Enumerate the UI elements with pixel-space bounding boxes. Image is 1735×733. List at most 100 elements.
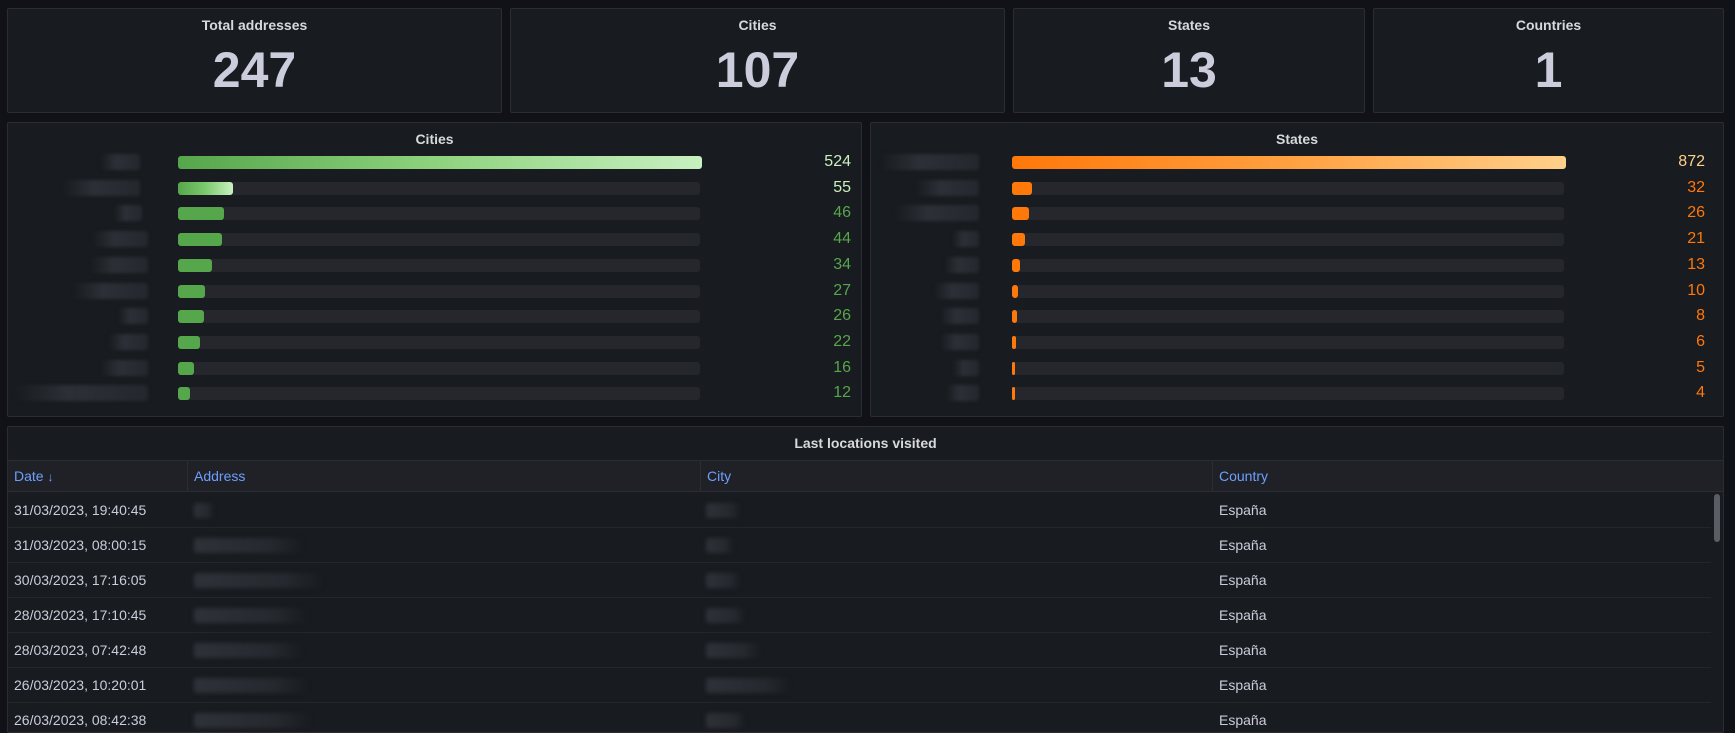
cell-city-redacted bbox=[706, 713, 746, 728]
cities-bar-panel: Cities 524 55 46 44 34 27 26 22 16 12 bbox=[7, 122, 862, 417]
cell-date: 28/03/2023, 17:10:45 bbox=[14, 607, 147, 623]
redacted-label bbox=[934, 282, 979, 299]
bar-track bbox=[178, 387, 700, 401]
bar-value: 34 bbox=[833, 255, 851, 273]
bar-fill bbox=[1012, 387, 1015, 401]
bar-row: 4 bbox=[871, 384, 1723, 402]
table-row[interactable]: 26/03/2023, 10:20:01 España bbox=[8, 668, 1711, 703]
panel-title: Countries bbox=[1515, 17, 1582, 33]
bar-track bbox=[1012, 310, 1564, 324]
bar-fill bbox=[178, 387, 190, 401]
bar-track bbox=[178, 181, 700, 195]
cell-date: 26/03/2023, 08:42:38 bbox=[14, 712, 147, 728]
bar-value: 44 bbox=[833, 230, 851, 248]
cell-city-redacted bbox=[706, 538, 734, 553]
bar-value: 524 bbox=[824, 153, 851, 170]
bar-fill bbox=[178, 233, 222, 247]
table-row[interactable]: 30/03/2023, 17:16:05 España bbox=[8, 563, 1711, 598]
bar-fill bbox=[178, 310, 204, 324]
cell-country: España bbox=[1219, 537, 1267, 553]
bar-track bbox=[1012, 258, 1564, 272]
redacted-label bbox=[62, 179, 140, 196]
redacted-label bbox=[944, 256, 979, 273]
bar-fill bbox=[1012, 361, 1016, 375]
bar-row: 16 bbox=[8, 359, 861, 377]
column-header-country[interactable]: Country bbox=[1219, 468, 1269, 484]
bar-fill bbox=[178, 361, 194, 375]
column-header-address[interactable]: Address bbox=[188, 461, 701, 492]
panel-title: Cities bbox=[415, 131, 454, 147]
redacted-label bbox=[953, 359, 979, 376]
column-header-city[interactable]: City bbox=[701, 461, 1213, 492]
redacted-label bbox=[940, 308, 979, 325]
cell-date: 28/03/2023, 07:42:48 bbox=[14, 642, 147, 658]
cell-city-redacted bbox=[706, 678, 791, 693]
bar-track bbox=[1012, 207, 1564, 221]
cell-city-redacted bbox=[706, 573, 741, 588]
bar-track bbox=[178, 207, 700, 221]
table-row[interactable]: 31/03/2023, 08:00:15 España bbox=[8, 528, 1711, 563]
bar-value: 13 bbox=[1687, 255, 1705, 273]
bar-track bbox=[178, 233, 700, 247]
redacted-label bbox=[100, 359, 148, 376]
cell-date: 30/03/2023, 17:16:05 bbox=[14, 572, 147, 588]
bar-track bbox=[1012, 335, 1564, 349]
bar-fill bbox=[178, 156, 702, 169]
bar-row: 27 bbox=[8, 282, 861, 300]
bar-fill bbox=[178, 181, 233, 195]
table-row[interactable]: 28/03/2023, 07:42:48 España bbox=[8, 633, 1711, 668]
bar-value: 46 bbox=[833, 204, 851, 222]
panel-title: Last locations visited bbox=[794, 435, 937, 451]
bar-value: 8 bbox=[1696, 307, 1705, 325]
bar-row: 872 bbox=[871, 153, 1723, 171]
bar-track bbox=[1012, 284, 1564, 298]
bar-value: 5 bbox=[1696, 358, 1705, 376]
last-locations-table-panel: Last locations visited Date ↓ Address Ci… bbox=[7, 426, 1724, 733]
bar-row: 13 bbox=[871, 256, 1723, 274]
cell-address-redacted bbox=[194, 608, 309, 623]
redacted-label bbox=[14, 385, 148, 402]
table-header: Date ↓ Address City Country bbox=[8, 460, 1723, 492]
cell-address-redacted bbox=[194, 643, 304, 658]
bar-fill bbox=[1012, 156, 1566, 169]
bar-row: 21 bbox=[871, 230, 1723, 248]
redacted-label bbox=[940, 333, 979, 350]
bar-value: 6 bbox=[1696, 332, 1705, 350]
cell-address-redacted bbox=[194, 678, 309, 693]
cell-address-redacted bbox=[194, 503, 214, 518]
bar-row: 12 bbox=[8, 384, 861, 402]
bar-track bbox=[178, 310, 700, 324]
cell-country: España bbox=[1219, 712, 1267, 728]
bar-row: 8 bbox=[871, 307, 1723, 325]
bar-row: 32 bbox=[871, 179, 1723, 197]
stat-panel-total-addresses: Total addresses 247 bbox=[7, 8, 502, 113]
table-row[interactable]: 28/03/2023, 17:10:45 España bbox=[8, 598, 1711, 633]
bar-fill bbox=[178, 258, 212, 272]
bar-row: 34 bbox=[8, 256, 861, 274]
bar-fill bbox=[1012, 258, 1021, 272]
stat-panel-countries: Countries 1 bbox=[1373, 8, 1724, 113]
bar-track bbox=[178, 156, 702, 169]
redacted-label bbox=[92, 231, 148, 248]
redacted-label bbox=[915, 179, 979, 196]
column-header-date[interactable]: Date ↓ bbox=[8, 461, 188, 492]
bar-track bbox=[1012, 361, 1564, 375]
stat-panel-states: States 13 bbox=[1013, 8, 1365, 113]
bar-row: 22 bbox=[8, 333, 861, 351]
bar-value: 16 bbox=[833, 358, 851, 376]
bar-row: 5 bbox=[871, 359, 1723, 377]
table-row[interactable]: 31/03/2023, 19:40:45 España bbox=[8, 493, 1711, 528]
bar-fill bbox=[1012, 284, 1019, 298]
table-scrollbar[interactable] bbox=[1714, 494, 1720, 542]
cell-country: España bbox=[1219, 502, 1267, 518]
sort-descending-icon: ↓ bbox=[47, 470, 54, 484]
bar-value: 21 bbox=[1687, 230, 1705, 248]
cell-address-redacted bbox=[194, 573, 324, 588]
bar-track bbox=[178, 284, 700, 298]
cell-country: España bbox=[1219, 677, 1267, 693]
redacted-label bbox=[100, 154, 140, 170]
table-row[interactable]: 26/03/2023, 08:42:38 España bbox=[8, 703, 1711, 732]
stat-value: 247 bbox=[212, 42, 297, 98]
bar-track bbox=[1012, 181, 1564, 195]
bar-value: 32 bbox=[1687, 178, 1705, 196]
